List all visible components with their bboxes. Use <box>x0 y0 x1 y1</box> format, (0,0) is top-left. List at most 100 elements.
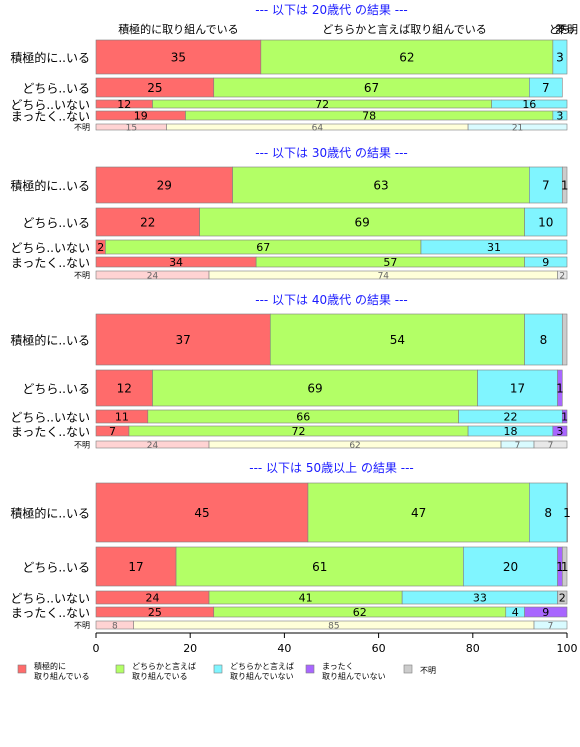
bar-segment-0-4-2 <box>467 123 568 131</box>
legend-swatch-3 <box>305 664 315 674</box>
row-label-3-3: まったく..ない <box>11 606 90 620</box>
row-label-2-4: 不明 <box>74 441 90 450</box>
top-label-1: どちらかと言えば取り組んでいる <box>322 23 486 36</box>
data-label-3-1-2: 20 <box>503 560 518 574</box>
data-label-2-3-1: 72 <box>292 425 306 438</box>
row-label-1-3: まったく..ない <box>11 256 90 270</box>
top-label-2: どち <box>549 23 571 36</box>
bar-segment-0-2-2 <box>491 99 568 109</box>
data-label-2-2-2: 22 <box>503 411 517 424</box>
bar-segment-2-3-3 <box>552 425 568 437</box>
data-label-2-1-3: 1 <box>556 382 564 396</box>
data-label-1-0-4: 1 <box>561 179 569 193</box>
data-label-1-2-2: 31 <box>487 241 501 254</box>
data-label-3-1-3: 1 <box>556 560 564 574</box>
row-label-3-1: どちら..いる <box>22 561 90 575</box>
data-label-2-2-0: 11 <box>115 411 129 424</box>
data-label-3-4-0: 8 <box>112 621 118 631</box>
bar-segment-0-3-2 <box>552 110 568 121</box>
bar-segment-1-1-0 <box>95 207 200 237</box>
data-label-3-2-2: 33 <box>473 592 487 605</box>
data-label-2-4-1: 62 <box>349 441 360 451</box>
row-label-3-0: 積極的に..いる <box>10 506 90 521</box>
x-tick-label-2: 40 <box>277 642 291 655</box>
x-tick-label-5: 100 <box>557 642 578 655</box>
data-label-1-2-1: 67 <box>256 241 270 254</box>
data-label-0-2-1: 72 <box>315 98 329 111</box>
data-label-3-1-0: 17 <box>128 560 143 574</box>
bar-segment-2-4-4 <box>533 440 568 449</box>
top-label-4: 不明 <box>556 23 578 36</box>
legend-swatch-2 <box>213 664 223 674</box>
data-label-2-0-1: 54 <box>390 333 405 347</box>
legend-label-4: 不明 <box>420 666 436 675</box>
data-label-2-2-3: 1 <box>561 411 568 424</box>
data-label-2-4-0: 24 <box>147 441 159 451</box>
row-label-3-4: 不明 <box>74 621 90 630</box>
data-label-3-2-1: 41 <box>299 592 313 605</box>
x-tick-label-1: 20 <box>183 642 197 655</box>
row-label-2-2: どちら..いない <box>10 411 90 425</box>
data-label-1-0-0: 29 <box>157 179 172 193</box>
row-label-2-1: どちら..いる <box>22 382 90 396</box>
data-label-1-3-1: 57 <box>383 256 397 269</box>
data-label-3-4-1: 85 <box>328 621 339 631</box>
data-label-1-4-1: 74 <box>378 271 390 281</box>
data-label-0-2-2: 16 <box>522 98 536 111</box>
data-label-1-4-4: 2 <box>559 271 565 281</box>
data-label-1-1-1: 69 <box>354 216 369 230</box>
data-label-3-1-4: 1 <box>561 560 569 574</box>
bar-segment-1-4-4 <box>557 270 568 280</box>
data-label-2-0-2: 8 <box>540 333 548 347</box>
data-label-2-4-4: 7 <box>548 441 554 451</box>
data-label-0-0-1: 62 <box>399 51 414 65</box>
bar-segment-3-1-1 <box>175 546 464 587</box>
data-label-2-0-0: 37 <box>175 333 190 347</box>
data-label-0-4-1: 64 <box>312 123 324 133</box>
row-label-1-0: 積極的に..いる <box>10 178 90 193</box>
data-label-2-1-0: 12 <box>117 382 132 396</box>
row-label-0-1: どちら..いる <box>22 82 90 96</box>
data-label-0-1-1: 67 <box>364 81 379 95</box>
panel-title-3: --- 以下は 50歳以上 の結果 --- <box>249 461 414 475</box>
x-tick-label-0: 0 <box>93 642 100 655</box>
data-label-0-4-2: 21 <box>512 123 523 133</box>
legend-label-2: どちらかと言えば <box>230 661 294 671</box>
bar-segment-3-1-4 <box>561 546 568 587</box>
top-label-3: まっ <box>554 23 576 36</box>
data-label-0-0-2: 3 <box>556 51 564 65</box>
data-label-2-3-3: 3 <box>556 425 563 438</box>
data-label-3-3-2: 4 <box>512 606 519 619</box>
bar-segment-1-0-2 <box>529 166 563 204</box>
bar-segment-1-0-1 <box>232 166 530 204</box>
row-label-0-2: どちら..いない <box>10 98 90 112</box>
legend-swatch-4 <box>403 664 413 674</box>
data-label-2-3-0: 7 <box>109 425 116 438</box>
data-label-3-3-1: 62 <box>353 606 367 619</box>
data-label-0-2-0: 12 <box>117 98 131 111</box>
bar-segment-1-0-4 <box>561 166 568 204</box>
row-label-3-2: どちら..いない <box>10 592 90 606</box>
row-label-2-3: まったく..ない <box>11 425 90 439</box>
data-label-3-1-1: 61 <box>312 560 327 574</box>
row-label-0-3: まったく..ない <box>11 110 90 124</box>
bar-segment-0-1-2 <box>529 77 563 98</box>
data-label-3-3-3: 9 <box>542 606 549 619</box>
panel-title-1: --- 以下は 30歳代 の結果 --- <box>255 146 408 160</box>
row-label-1-1: どちら..いる <box>22 216 90 230</box>
bar-segment-2-0-1 <box>269 313 525 366</box>
data-label-1-3-0: 34 <box>169 256 183 269</box>
row-label-0-4: 不明 <box>74 123 90 132</box>
legend-label-3-1: 取り組んでいない <box>322 671 386 681</box>
legend-swatch-1 <box>115 664 125 674</box>
data-label-2-1-2: 17 <box>510 382 525 396</box>
legend-swatch-0 <box>17 664 27 674</box>
top-label-0: 積極的に取り組んでいる <box>118 22 238 36</box>
data-label-2-4-2: 7 <box>515 441 521 451</box>
data-label-3-0-2: 8 <box>544 506 552 520</box>
x-tick-label-4: 80 <box>466 642 480 655</box>
row-label-0-0: 積極的に..いる <box>10 50 90 65</box>
data-label-2-1-1: 69 <box>307 382 322 396</box>
bar-segment-3-4-2 <box>533 620 568 630</box>
data-label-3-2-0: 24 <box>146 592 160 605</box>
